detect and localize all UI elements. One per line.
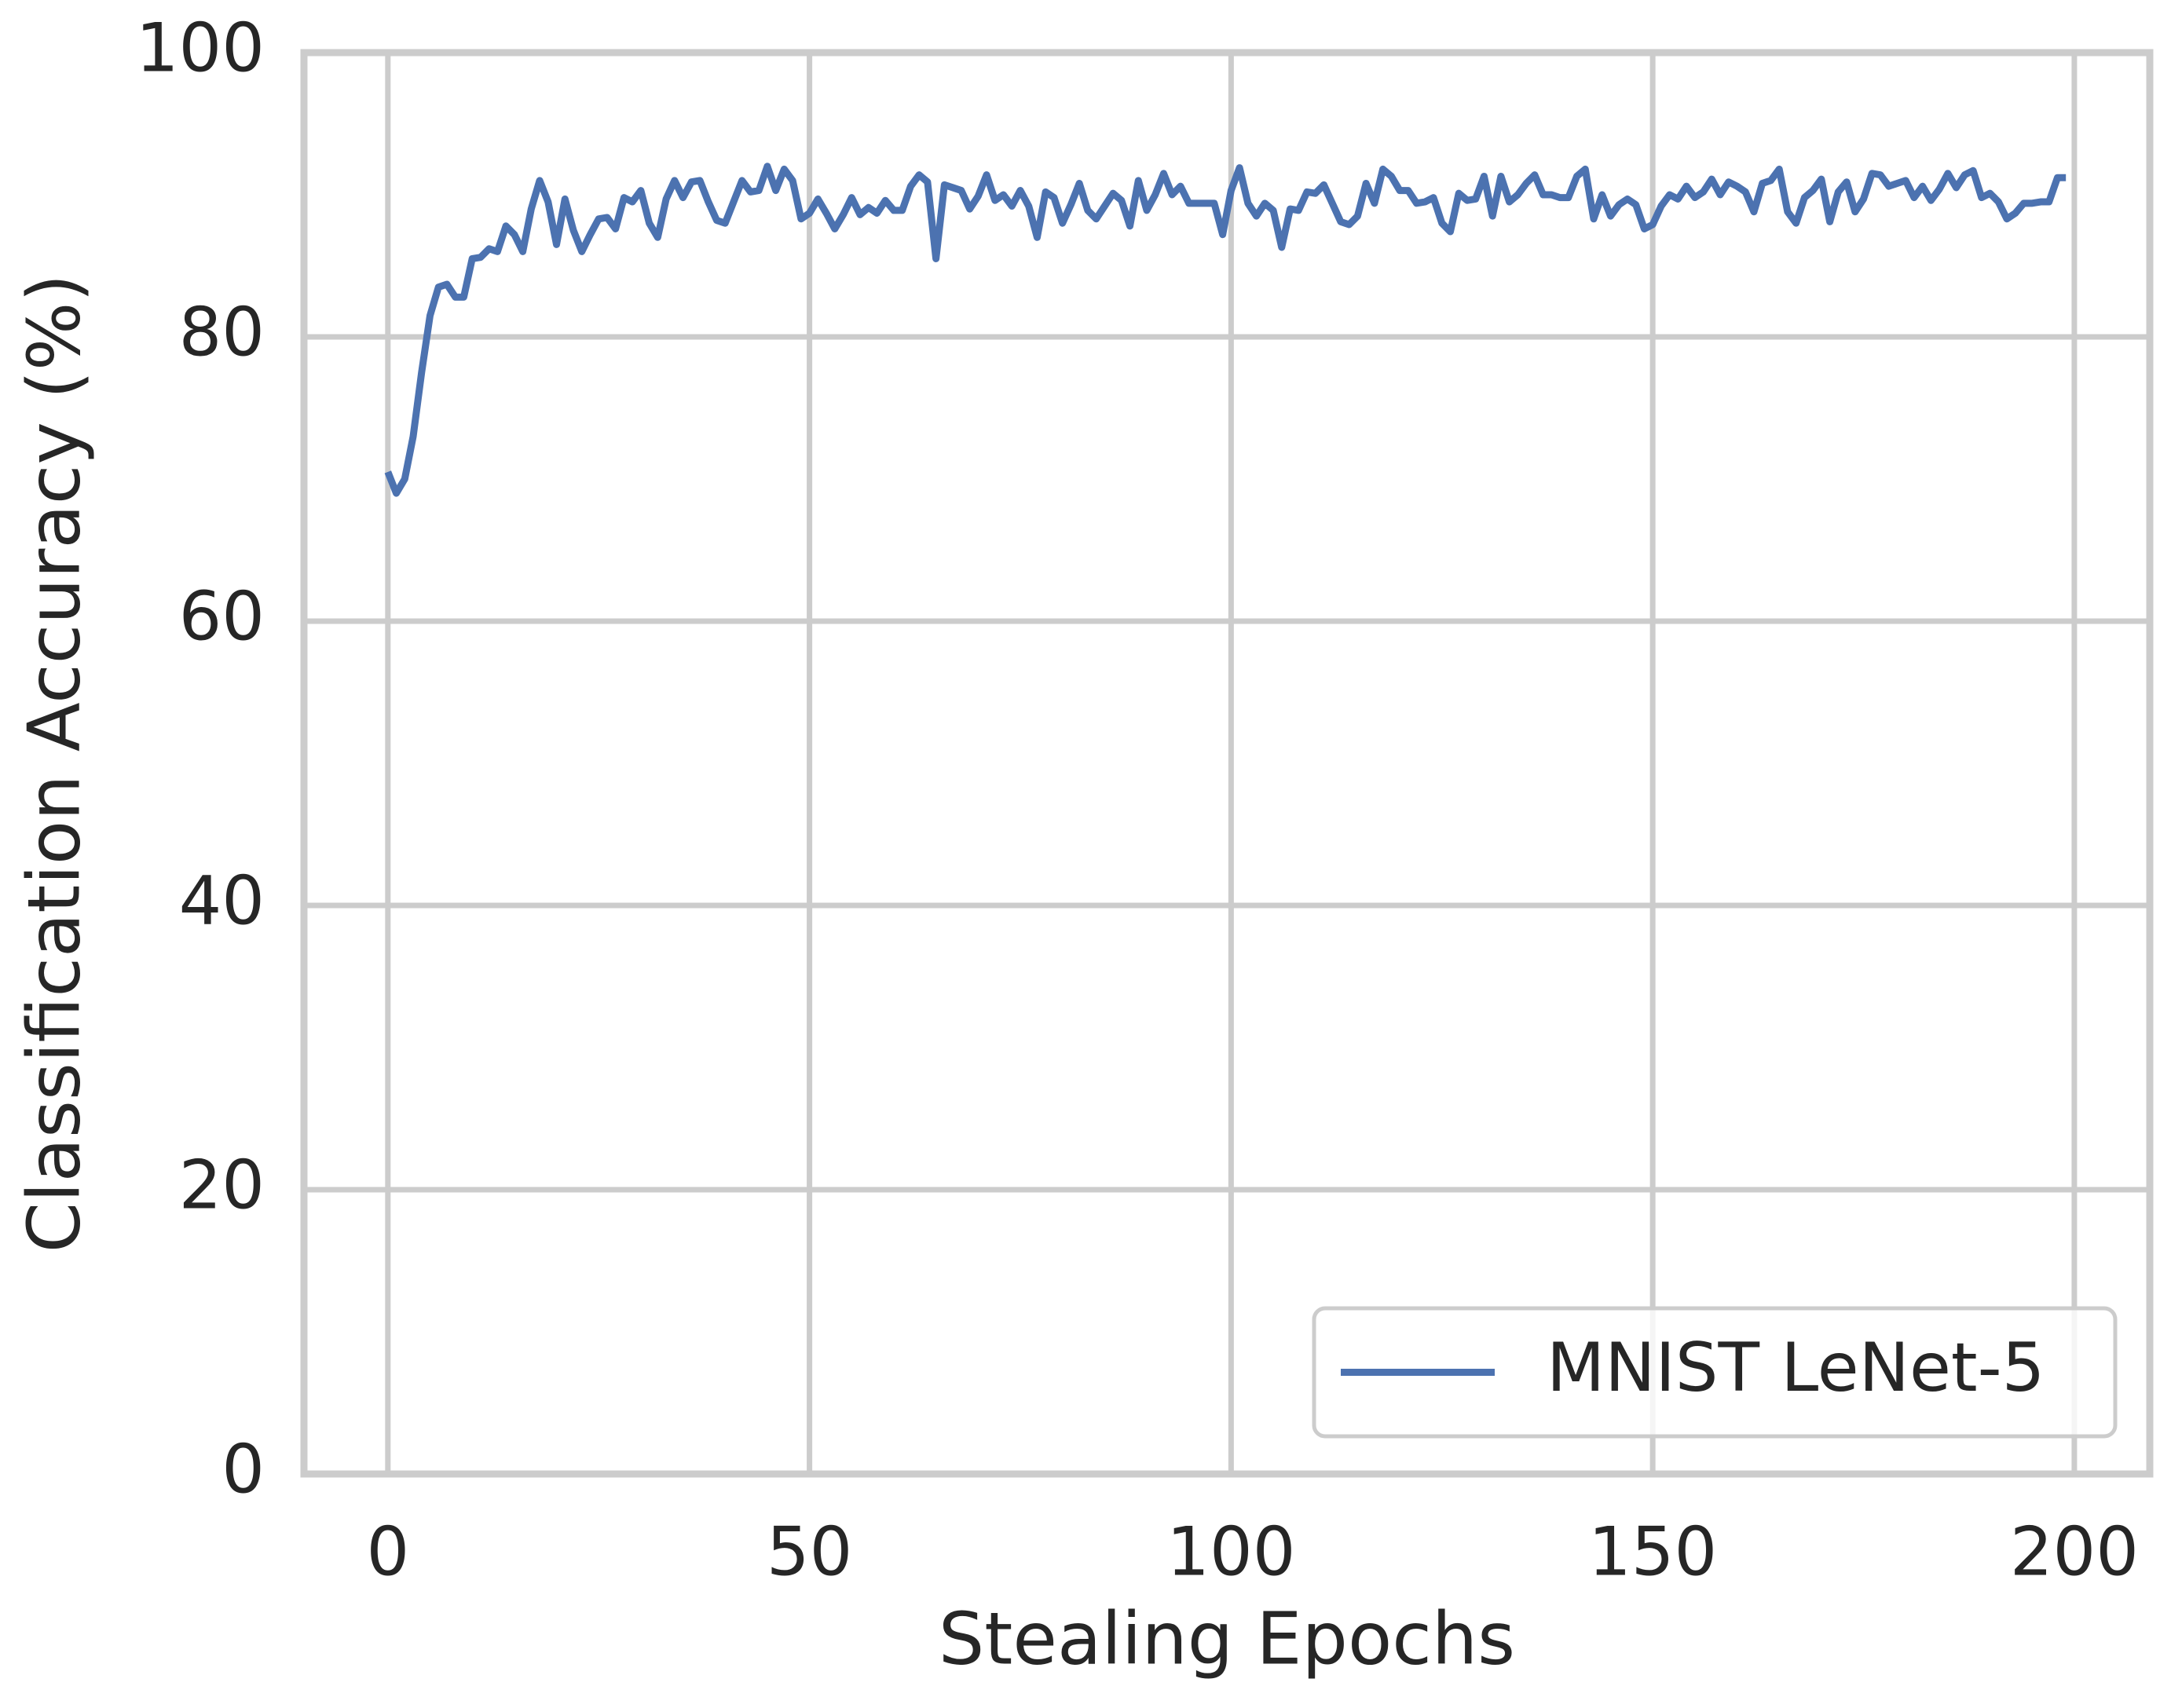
x-tick-label: 50 bbox=[767, 1512, 852, 1591]
y-tick-label: 0 bbox=[221, 1430, 265, 1509]
y-axis-label: Classification Accuracy (%) bbox=[12, 274, 96, 1253]
y-tick-label: 20 bbox=[179, 1146, 265, 1224]
y-tick-label: 40 bbox=[179, 861, 265, 940]
x-tick-label: 100 bbox=[1166, 1512, 1295, 1591]
y-tick-label: 100 bbox=[136, 9, 265, 87]
legend-label: MNIST LeNet-5 bbox=[1547, 1329, 2045, 1407]
legend-box bbox=[1312, 1306, 2118, 1439]
x-tick-label: 0 bbox=[366, 1512, 409, 1591]
x-axis-label: Stealing Epochs bbox=[939, 1596, 1515, 1681]
plot-frame bbox=[300, 49, 2154, 1478]
y-tick-label: 80 bbox=[179, 293, 265, 371]
data-line bbox=[384, 163, 2067, 497]
x-tick-label: 150 bbox=[1588, 1512, 1717, 1591]
y-tick-label: 60 bbox=[179, 577, 265, 656]
x-tick-label: 200 bbox=[2010, 1512, 2139, 1591]
